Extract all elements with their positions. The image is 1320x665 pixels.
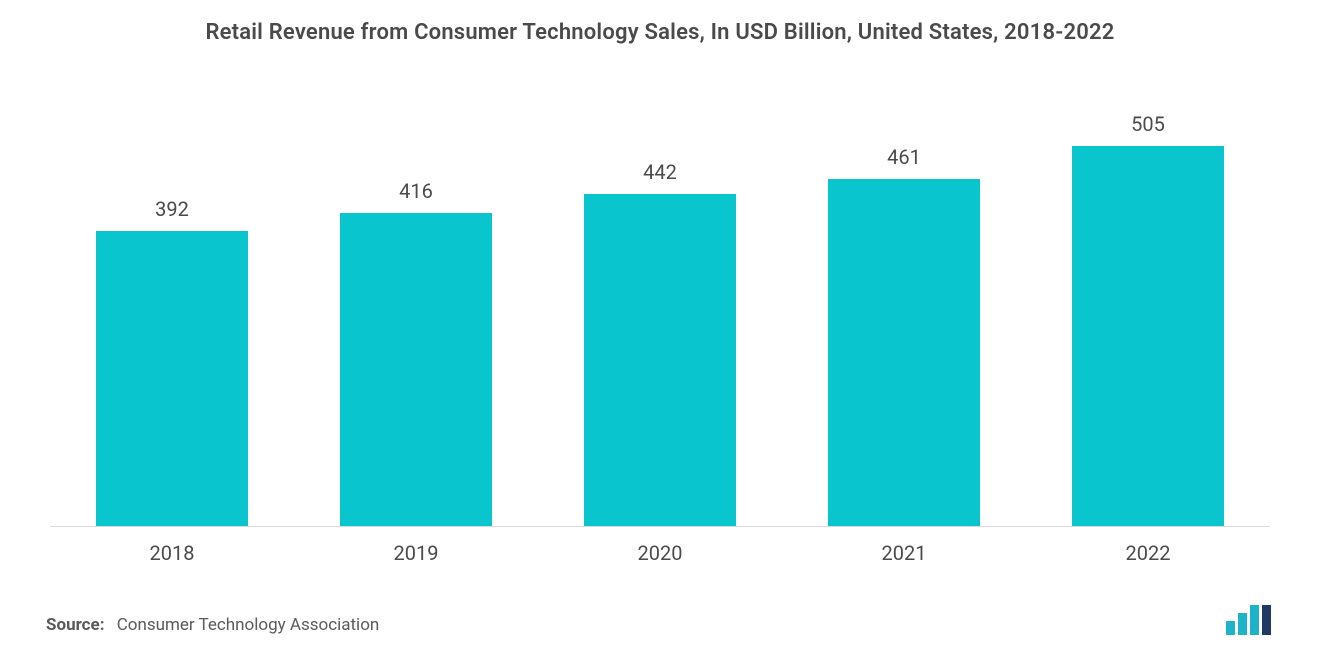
chart-container: Retail Revenue from Consumer Technology … xyxy=(0,0,1320,665)
source-text: Consumer Technology Association xyxy=(117,615,380,635)
chart-title: Retail Revenue from Consumer Technology … xyxy=(40,20,1280,45)
bar-rect xyxy=(584,194,735,526)
x-axis-label: 2021 xyxy=(782,541,1026,565)
x-axis-label: 2019 xyxy=(294,541,538,565)
x-axis-label: 2018 xyxy=(50,541,294,565)
x-axis-label: 2022 xyxy=(1026,541,1270,565)
bar-rect xyxy=(96,231,247,526)
plot-area: 392 416 442 461 505 xyxy=(50,75,1270,527)
bar-slot: 461 xyxy=(782,75,1026,526)
bar-value-label: 505 xyxy=(1131,112,1165,136)
source-label: Source: xyxy=(46,615,104,635)
bar-rect xyxy=(1072,146,1223,526)
x-axis-label: 2020 xyxy=(538,541,782,565)
bar-value-label: 461 xyxy=(887,145,921,169)
bar-rect xyxy=(340,213,491,526)
bar-slot: 505 xyxy=(1026,75,1270,526)
bar-slot: 442 xyxy=(538,75,782,526)
bar-value-label: 442 xyxy=(643,160,677,184)
bar-value-label: 416 xyxy=(399,179,433,203)
x-axis-labels: 20182019202020212022 xyxy=(50,541,1270,565)
chart-footer: Source: Consumer Technology Association xyxy=(40,605,1280,635)
bar-value-label: 392 xyxy=(155,197,189,221)
bar-slot: 392 xyxy=(50,75,294,526)
bars-group: 392 416 442 461 505 xyxy=(50,75,1270,526)
source-line: Source: Consumer Technology Association xyxy=(46,615,379,635)
brand-logo-icon xyxy=(1226,605,1274,635)
bar-rect xyxy=(828,179,979,526)
bar-slot: 416 xyxy=(294,75,538,526)
